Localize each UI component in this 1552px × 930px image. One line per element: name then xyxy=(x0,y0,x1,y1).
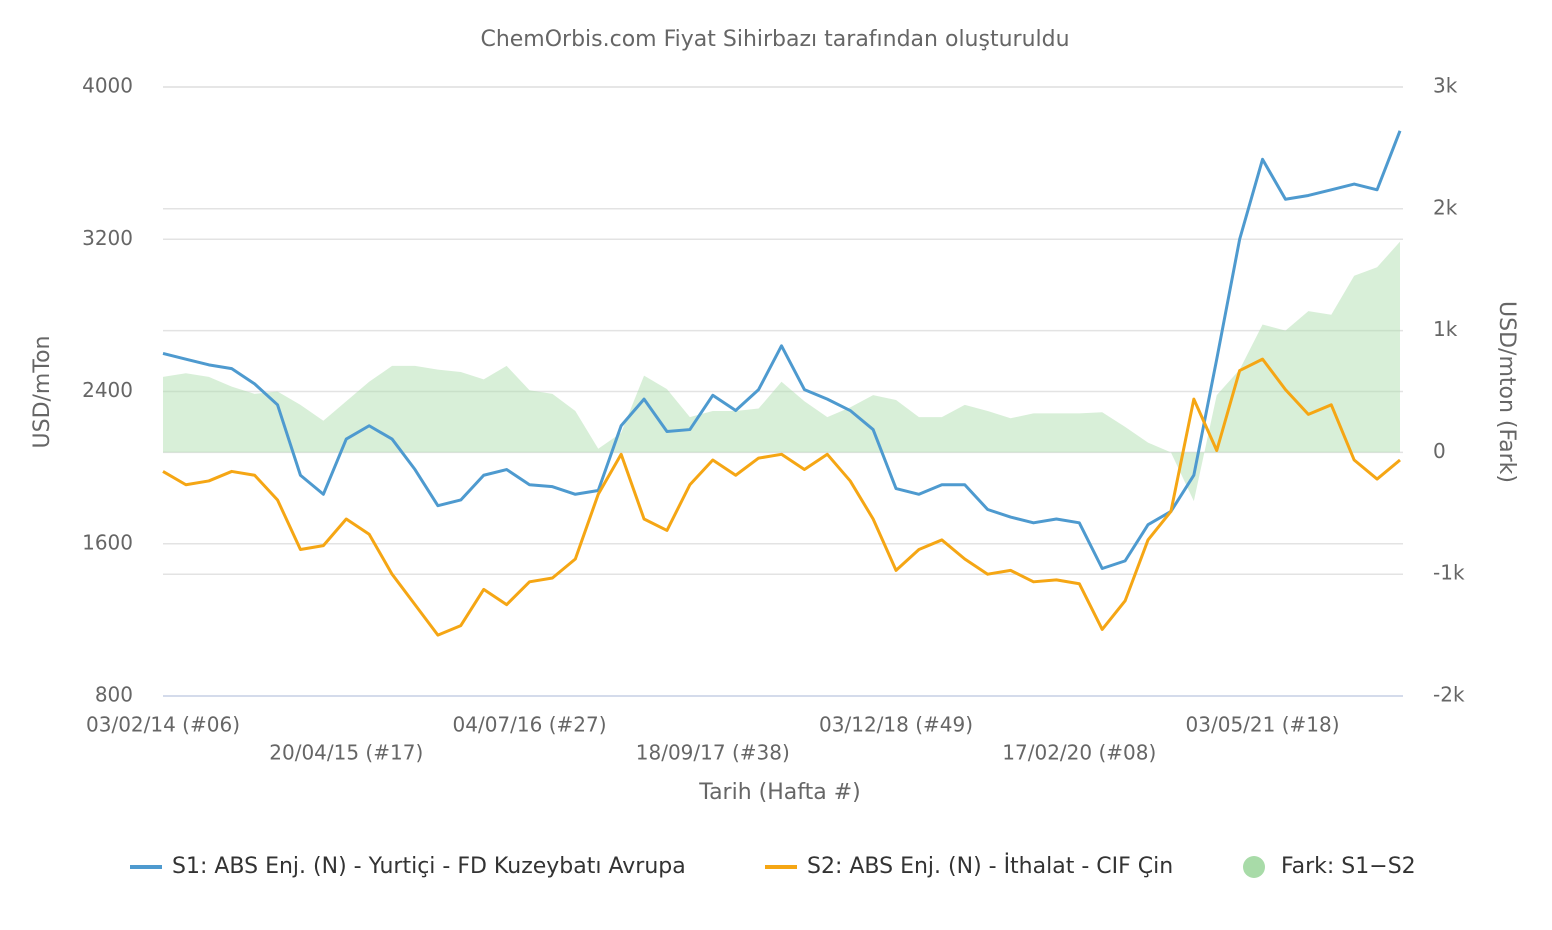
legend-label: S2: ABS Enj. (N) - İthalat - CIF Çin xyxy=(807,853,1173,879)
x-tick-label: 20/04/15 (#17) xyxy=(269,741,423,765)
chart-title: ChemOrbis.com Fiyat Sihirbazı tarafından… xyxy=(480,27,1069,52)
y-tick-label: 800 xyxy=(95,683,133,707)
x-tick-label: 18/09/17 (#38) xyxy=(636,741,790,765)
y-tick-label: 1600 xyxy=(82,530,133,554)
line xyxy=(162,130,1402,570)
x-tick-label: 04/07/16 (#27) xyxy=(453,713,607,737)
x-tick-label: 03/12/18 (#49) xyxy=(819,713,973,737)
y2-axis-label: USD/mton (Fark) xyxy=(1494,301,1519,483)
y2-tick-label: -1k xyxy=(1433,561,1465,585)
line xyxy=(162,357,1401,637)
x-tick-label: 03/02/14 (#06) xyxy=(86,713,240,737)
legend-label: Fark: S1−S2 xyxy=(1281,854,1416,879)
y2-tick-label: 1k xyxy=(1433,317,1458,341)
legend-label: S1: ABS Enj. (N) - Yurtiçi - FD Kuzeybat… xyxy=(172,854,686,879)
x-tick-label: 17/02/20 (#08) xyxy=(1002,741,1156,765)
y-axis-label: USD/mTon xyxy=(30,336,55,449)
y2-tick-label: 0 xyxy=(1433,439,1446,463)
y-tick-label: 4000 xyxy=(82,74,133,98)
x-tick-label: 03/05/21 (#18) xyxy=(1186,713,1340,737)
y2-tick-label: 3k xyxy=(1433,74,1458,98)
y2-tick-label: -2k xyxy=(1433,683,1465,707)
y2-tick-label: 2k xyxy=(1433,195,1458,219)
y-tick-label: 3200 xyxy=(82,226,133,250)
legend-marker xyxy=(1243,856,1265,878)
x-axis-label: Tarih (Hafta #) xyxy=(698,780,860,805)
area xyxy=(163,241,1400,502)
y-tick-label: 2400 xyxy=(82,378,133,402)
